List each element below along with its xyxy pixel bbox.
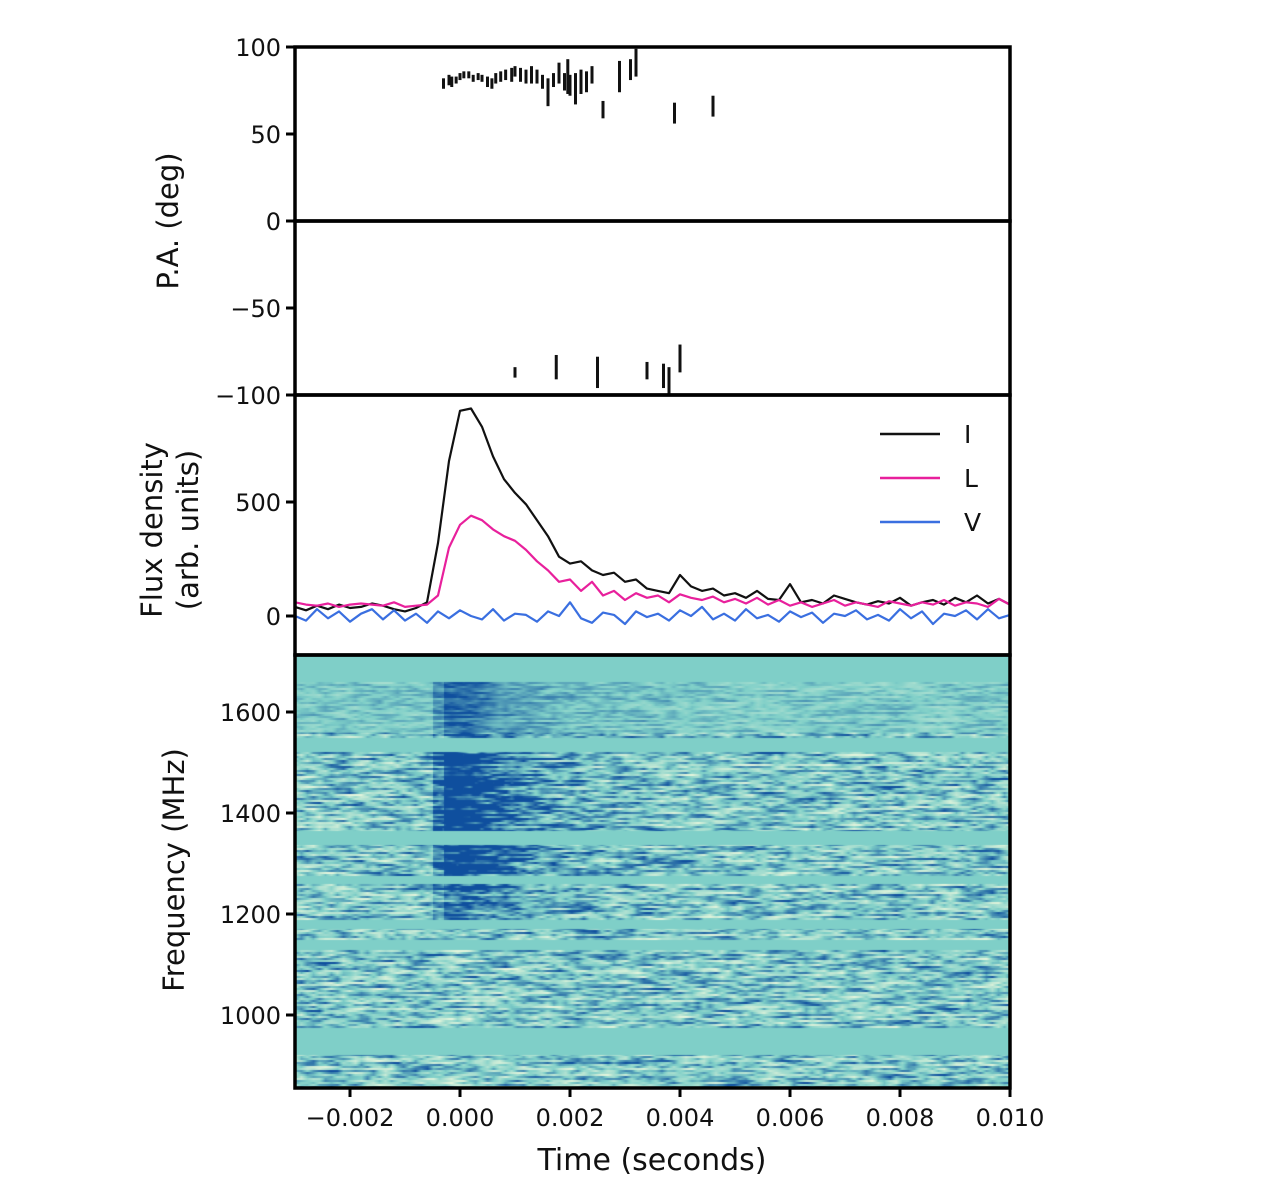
flux-panel: 0 500 ILV [235, 393, 1012, 657]
pa-panel: 100 50 0 −50 −100 [215, 34, 1012, 410]
x-tick-label: 0.010 [976, 1104, 1045, 1132]
pa-ytick-label: 50 [250, 121, 281, 149]
legend-label-L: L [964, 464, 978, 493]
flux-ylabel-line2: (arb. units) [171, 450, 205, 610]
series-line-V [294, 601, 1011, 626]
x-axis-label: Time (seconds) [537, 1143, 767, 1178]
series-line-L [294, 514, 1011, 609]
x-axis: −0.002 0.000 0.002 0.004 0.006 0.008 0.010 [306, 1088, 1045, 1132]
spectrum-frame [293, 653, 1012, 1090]
pa-ytick-label: 0 [266, 208, 281, 236]
series-line-I [294, 407, 1011, 613]
x-tick-label: −0.002 [306, 1104, 395, 1132]
pa-frame-lower [293, 219, 1012, 397]
x-tick-label: 0.004 [646, 1104, 715, 1132]
freq-ytick-label: 1000 [220, 1002, 281, 1030]
x-tick-label: 0.002 [536, 1104, 605, 1132]
pa-ytick-label: −50 [230, 295, 281, 323]
flux-ytick-label: 0 [266, 603, 281, 631]
freq-ylabel: Frequency (MHz) [157, 748, 191, 992]
spectrum-panel: 1000 1200 1400 1600 [220, 653, 1012, 1090]
pa-ylabel: P.A. (deg) [151, 152, 185, 289]
freq-ytick-label: 1600 [220, 699, 281, 727]
x-tick-label: 0.008 [866, 1104, 935, 1132]
legend-label-I: I [964, 420, 971, 449]
freq-ytick-label: 1400 [220, 800, 281, 828]
x-tick-label: 0.006 [756, 1104, 825, 1132]
legend-label-V: V [964, 508, 981, 537]
pa-ytick-label: −100 [215, 382, 281, 410]
x-tick-label: 0.000 [426, 1104, 495, 1132]
flux-ytick-label: 500 [235, 489, 281, 517]
flux-ylabel-line1: Flux density [135, 442, 169, 618]
freq-ytick-label: 1200 [220, 901, 281, 929]
pa-ytick-label: 100 [235, 34, 281, 62]
pa-frame-upper [293, 45, 1012, 223]
dynamic-spectrum-heatmap [295, 655, 1010, 1088]
